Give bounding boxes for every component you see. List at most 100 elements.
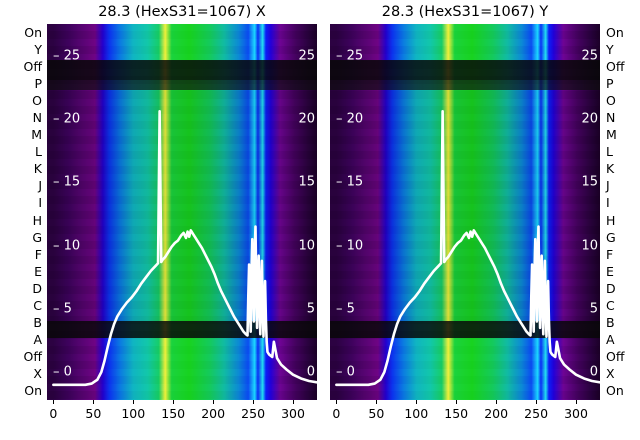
x-tick-label-150: 150 <box>444 406 469 421</box>
inner-y-tick-10: – 10 <box>336 238 364 254</box>
inner-y-tick-right-10: 10 <box>298 238 315 254</box>
category-tick-off-2: Off <box>606 58 625 74</box>
category-tick-off-2: Off <box>23 58 42 74</box>
x-tick-mark-0 <box>53 400 55 404</box>
category-tick-h-11: H <box>606 212 616 228</box>
category-tick-d-15: D <box>606 280 616 296</box>
category-tick-k-8: K <box>606 161 615 177</box>
category-tick-b-17: B <box>33 314 42 330</box>
panel-title-left: 28.3 (HexS31=1067) X <box>98 4 266 20</box>
inner-y-tick-right-5: 5 <box>306 301 315 317</box>
x-tick-label-50: 50 <box>368 406 385 421</box>
heatmap-band-top-on <box>47 24 317 60</box>
heatmap-texture <box>47 24 317 400</box>
inner-y-tick-25: – 25 <box>336 48 364 64</box>
inner-y-tick-5: – 5 <box>53 301 72 317</box>
x-axis-right: 0 50 100 150 200 250 300 <box>330 400 600 434</box>
category-tick-h-11: H <box>32 212 42 228</box>
inner-y-tick-right-15: 15 <box>581 174 598 190</box>
heatmap-band-top-dark <box>47 59 317 81</box>
category-tick-o-4: O <box>32 92 42 108</box>
x-axis-left: 0 50 100 150 200 250 300 <box>47 400 317 434</box>
panel-title-right: 28.3 (HexS31=1067) Y <box>381 4 549 20</box>
inner-y-tick-right-20: 20 <box>581 111 598 127</box>
category-tick-off-19: Off <box>23 349 42 365</box>
inner-y-tick-right-0: 0 <box>589 364 598 380</box>
inner-y-tick-right-15: 15 <box>298 174 315 190</box>
inner-y-tick-right-10: 10 <box>581 238 598 254</box>
profile-curve <box>47 24 317 400</box>
category-tick-g-12: G <box>606 229 616 245</box>
x-tick-label-250: 250 <box>241 406 266 421</box>
y-axis-category-ticks-right: On Y Off P O N M L K J I H G F E D C B A Off X On <box>602 24 640 400</box>
category-tick-l-7: L <box>35 143 42 159</box>
heatmap-band-main <box>330 89 600 322</box>
category-tick-a-18: A <box>606 331 615 347</box>
x-tick-mark-200 <box>213 400 215 404</box>
inner-y-tick-25: – 25 <box>53 48 81 64</box>
category-tick-on-0: On <box>24 24 42 40</box>
heatmap-texture <box>330 24 600 400</box>
x-tick-label-50: 50 <box>85 406 102 421</box>
inner-y-tick-20: – 20 <box>336 111 364 127</box>
plot-panel-left[interactable]: – 0 – 5 – 10 – 15 – 20 – 25 0 5 10 15 20 25 <box>47 24 317 400</box>
category-tick-j-9: J <box>606 178 610 194</box>
category-tick-c-16: C <box>606 297 615 313</box>
inner-y-tick-10: – 10 <box>53 238 81 254</box>
x-tick-mark-150 <box>456 400 458 404</box>
inner-y-tick-0: – 0 <box>336 364 355 380</box>
x-tick-mark-250 <box>253 400 255 404</box>
category-tick-i-10: I <box>38 195 42 211</box>
category-tick-j-9: J <box>38 178 42 194</box>
inner-y-tick-15: – 15 <box>53 174 81 190</box>
x-tick-mark-0 <box>336 400 338 404</box>
category-tick-p-3: P <box>34 75 42 91</box>
x-tick-mark-200 <box>496 400 498 404</box>
x-tick-label-200: 200 <box>484 406 509 421</box>
category-tick-n-5: N <box>606 109 616 125</box>
heatmap-band-main <box>47 89 317 322</box>
heatmap-band-top-on <box>330 24 600 60</box>
category-tick-on-21: On <box>606 383 624 399</box>
category-tick-i-10: I <box>606 195 610 211</box>
category-tick-k-8: K <box>33 161 42 177</box>
heatmap-band-top-dim <box>47 80 317 90</box>
heatmap-band-top-dim <box>330 80 600 90</box>
category-tick-m-6: M <box>606 126 617 142</box>
category-tick-c-16: C <box>33 297 42 313</box>
category-tick-d-15: D <box>32 280 42 296</box>
category-tick-g-12: G <box>32 229 42 245</box>
category-tick-e-14: E <box>606 263 614 279</box>
x-tick-label-0: 0 <box>332 406 341 421</box>
x-tick-label-150: 150 <box>161 406 186 421</box>
x-tick-mark-50 <box>376 400 378 404</box>
x-tick-mark-300 <box>576 400 578 404</box>
heatmap-band-top-dark <box>330 59 600 81</box>
x-tick-label-100: 100 <box>404 406 429 421</box>
x-tick-label-300: 300 <box>281 406 305 421</box>
category-tick-y-1: Y <box>606 41 614 57</box>
category-tick-n-5: N <box>32 109 42 125</box>
category-tick-a-18: A <box>33 331 42 347</box>
inner-y-tick-right-0: 0 <box>306 364 315 380</box>
x-tick-mark-50 <box>93 400 95 404</box>
category-tick-b-17: B <box>606 314 615 330</box>
x-tick-label-200: 200 <box>201 406 226 421</box>
inner-y-tick-right-25: 25 <box>298 48 315 64</box>
profile-curve <box>330 24 600 400</box>
category-tick-x-20: X <box>606 366 615 382</box>
x-tick-label-0: 0 <box>49 406 58 421</box>
x-tick-mark-250 <box>536 400 538 404</box>
x-tick-mark-100 <box>416 400 418 404</box>
category-tick-y-1: Y <box>34 41 42 57</box>
category-tick-l-7: L <box>606 143 613 159</box>
heatmap-left: – 0 – 5 – 10 – 15 – 20 – 25 0 5 10 15 20 25 <box>47 24 317 400</box>
inner-y-tick-5: – 5 <box>336 301 355 317</box>
inner-y-tick-right-20: 20 <box>298 111 315 127</box>
x-tick-mark-150 <box>173 400 175 404</box>
inner-y-tick-right-25: 25 <box>581 48 598 64</box>
plot-panel-right[interactable]: – 0 – 5 – 10 – 15 – 20 – 25 0 5 10 15 20 25 <box>330 24 600 400</box>
heatmap-right: – 0 – 5 – 10 – 15 – 20 – 25 0 5 10 15 20 25 <box>330 24 600 400</box>
